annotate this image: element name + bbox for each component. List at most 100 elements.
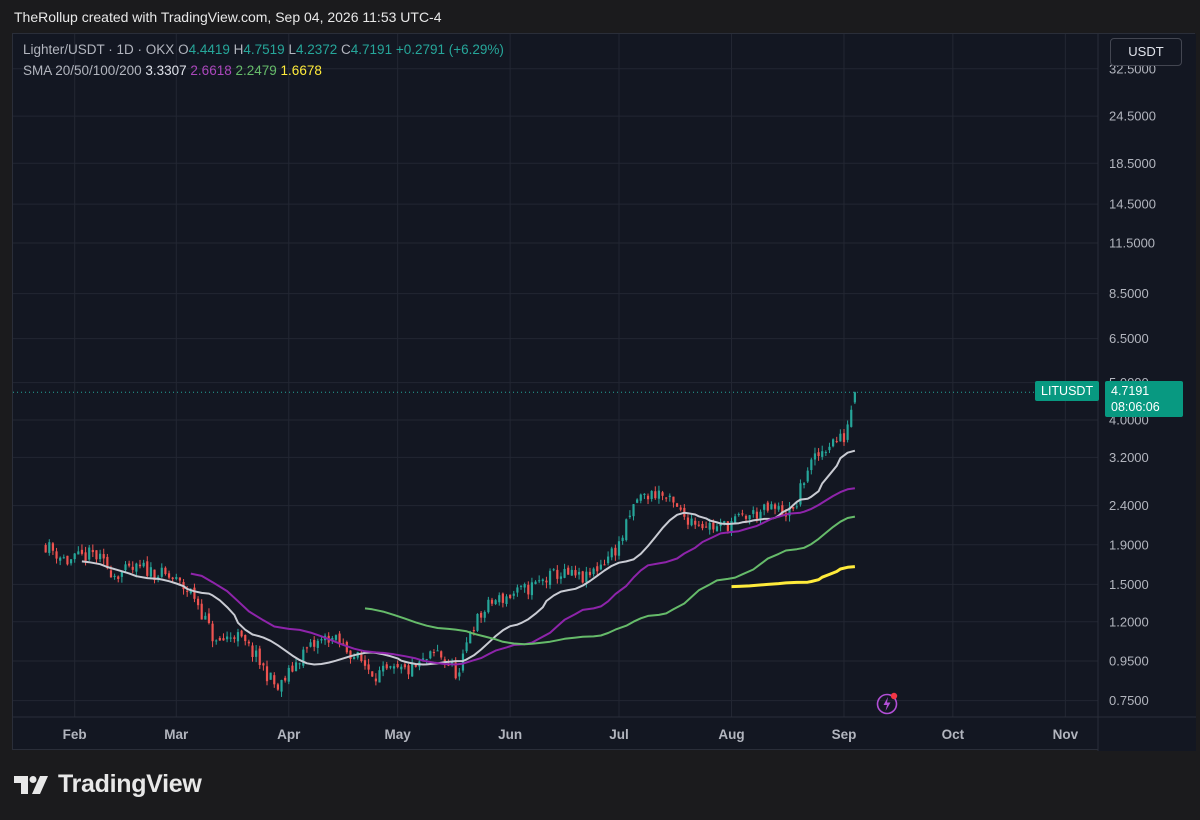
candle-body: [429, 651, 432, 659]
candle-body: [501, 593, 504, 603]
candle-body: [236, 632, 240, 642]
candle-body: [360, 654, 363, 661]
candle-body: [247, 641, 250, 644]
candle-body: [588, 571, 592, 576]
candle-body: [146, 561, 149, 576]
candle-body: [189, 589, 192, 594]
candle-body: [563, 568, 566, 578]
candle-body: [752, 510, 755, 514]
candle-body: [225, 636, 229, 640]
candle-body: [313, 639, 316, 647]
candle-body: [723, 521, 726, 524]
y-tick-label: 1.9000: [1109, 537, 1149, 552]
candle-body: [262, 663, 265, 666]
candle-body: [55, 551, 58, 559]
candle-body: [117, 576, 120, 579]
candle-body: [135, 563, 138, 572]
x-tick-label: Nov: [1053, 727, 1079, 742]
candle-body: [244, 634, 247, 642]
sma200-line: [731, 565, 856, 589]
chart-panel[interactable]: 32.5000 24.5000 18.5000 14.5000 11.5000 8.500…: [12, 33, 1196, 751]
candle-body: [62, 557, 65, 559]
sma-legend[interactable]: SMA 20/50/100/200 3.3307 2.6618 2.2479 1…: [23, 63, 322, 78]
grid: [13, 34, 1098, 717]
high-value: 4.7519: [243, 42, 285, 57]
candle-body: [625, 519, 628, 541]
x-tick-label: Apr: [277, 727, 301, 742]
candle-body: [498, 595, 501, 603]
candle-body: [527, 584, 530, 595]
candle-body: [697, 524, 700, 526]
candle-body: [741, 513, 744, 515]
candle-body: [813, 453, 817, 460]
candle-body: [617, 541, 621, 556]
last-price-label: 4.7191 08:06:06: [1105, 381, 1183, 418]
candle-body: [570, 569, 573, 576]
candle-body: [102, 554, 105, 559]
candle-body: [167, 573, 171, 578]
candle-body: [839, 433, 842, 442]
candle-body: [701, 523, 704, 529]
sma20-value: 3.3307: [145, 63, 187, 78]
candle-body: [291, 665, 294, 672]
candle-body: [548, 570, 552, 585]
candle-body: [349, 650, 352, 659]
candle-body: [690, 518, 693, 526]
candle-body: [599, 564, 602, 570]
candle-body: [759, 511, 762, 521]
sma20-line: [81, 449, 856, 666]
candle-body: [675, 503, 679, 507]
x-tick-label: Mar: [164, 727, 189, 742]
candle-body: [175, 577, 178, 580]
lightning-icon[interactable]: [876, 691, 900, 715]
symbol-price-label: LITUSDT: [1035, 381, 1100, 402]
candle-body: [48, 542, 51, 553]
candle-body: [338, 633, 341, 645]
candle-body: [596, 566, 599, 572]
candle-body: [363, 660, 367, 666]
candle-body: [490, 599, 494, 604]
candle-body: [149, 567, 152, 577]
candle-body: [302, 649, 305, 666]
candle-body: [258, 648, 261, 665]
candle-body: [207, 613, 211, 623]
candle-body: [400, 666, 403, 670]
candle-body: [320, 639, 323, 641]
candle-body: [792, 507, 795, 509]
candle-body: [545, 580, 548, 583]
candle-body: [770, 504, 773, 510]
bar-countdown: 08:06:06: [1111, 400, 1160, 415]
candle-body: [748, 515, 751, 520]
candle-body: [781, 505, 784, 515]
price-chart[interactable]: 32.500024.500018.500014.500011.50008.500…: [13, 34, 1196, 751]
candle-body: [552, 569, 555, 571]
candle-body: [164, 567, 167, 574]
candle-body: [476, 613, 479, 631]
candle-body: [178, 577, 182, 581]
candle-body: [128, 563, 131, 566]
candle-body: [124, 564, 127, 571]
candle-body: [44, 545, 47, 553]
candle-body: [367, 664, 370, 670]
candle-body: [828, 446, 831, 451]
ohlc-legend[interactable]: Lighter/USDT · 1D · OKX O4.4419 H4.7519 …: [23, 42, 504, 57]
change-value: +0.2791 (+6.29%): [395, 42, 504, 57]
candle-body: [679, 507, 682, 510]
candle-body: [773, 504, 777, 509]
candle-body: [795, 506, 798, 508]
candle-body: [763, 504, 766, 510]
candle-body: [661, 492, 664, 496]
candle-body: [396, 664, 399, 668]
candle-body: [628, 515, 631, 518]
candle-body: [704, 526, 708, 528]
sma200-value: 1.6678: [280, 63, 322, 78]
candle-body: [832, 439, 835, 447]
candle-body: [77, 551, 80, 555]
candle-body: [353, 657, 356, 660]
y-tick-label: 1.5000: [1109, 577, 1149, 592]
candle-body: [389, 666, 392, 668]
candle-body: [610, 548, 613, 558]
currency-button[interactable]: USDT: [1110, 38, 1182, 66]
candle-body: [505, 596, 508, 605]
candle-body: [240, 630, 243, 637]
